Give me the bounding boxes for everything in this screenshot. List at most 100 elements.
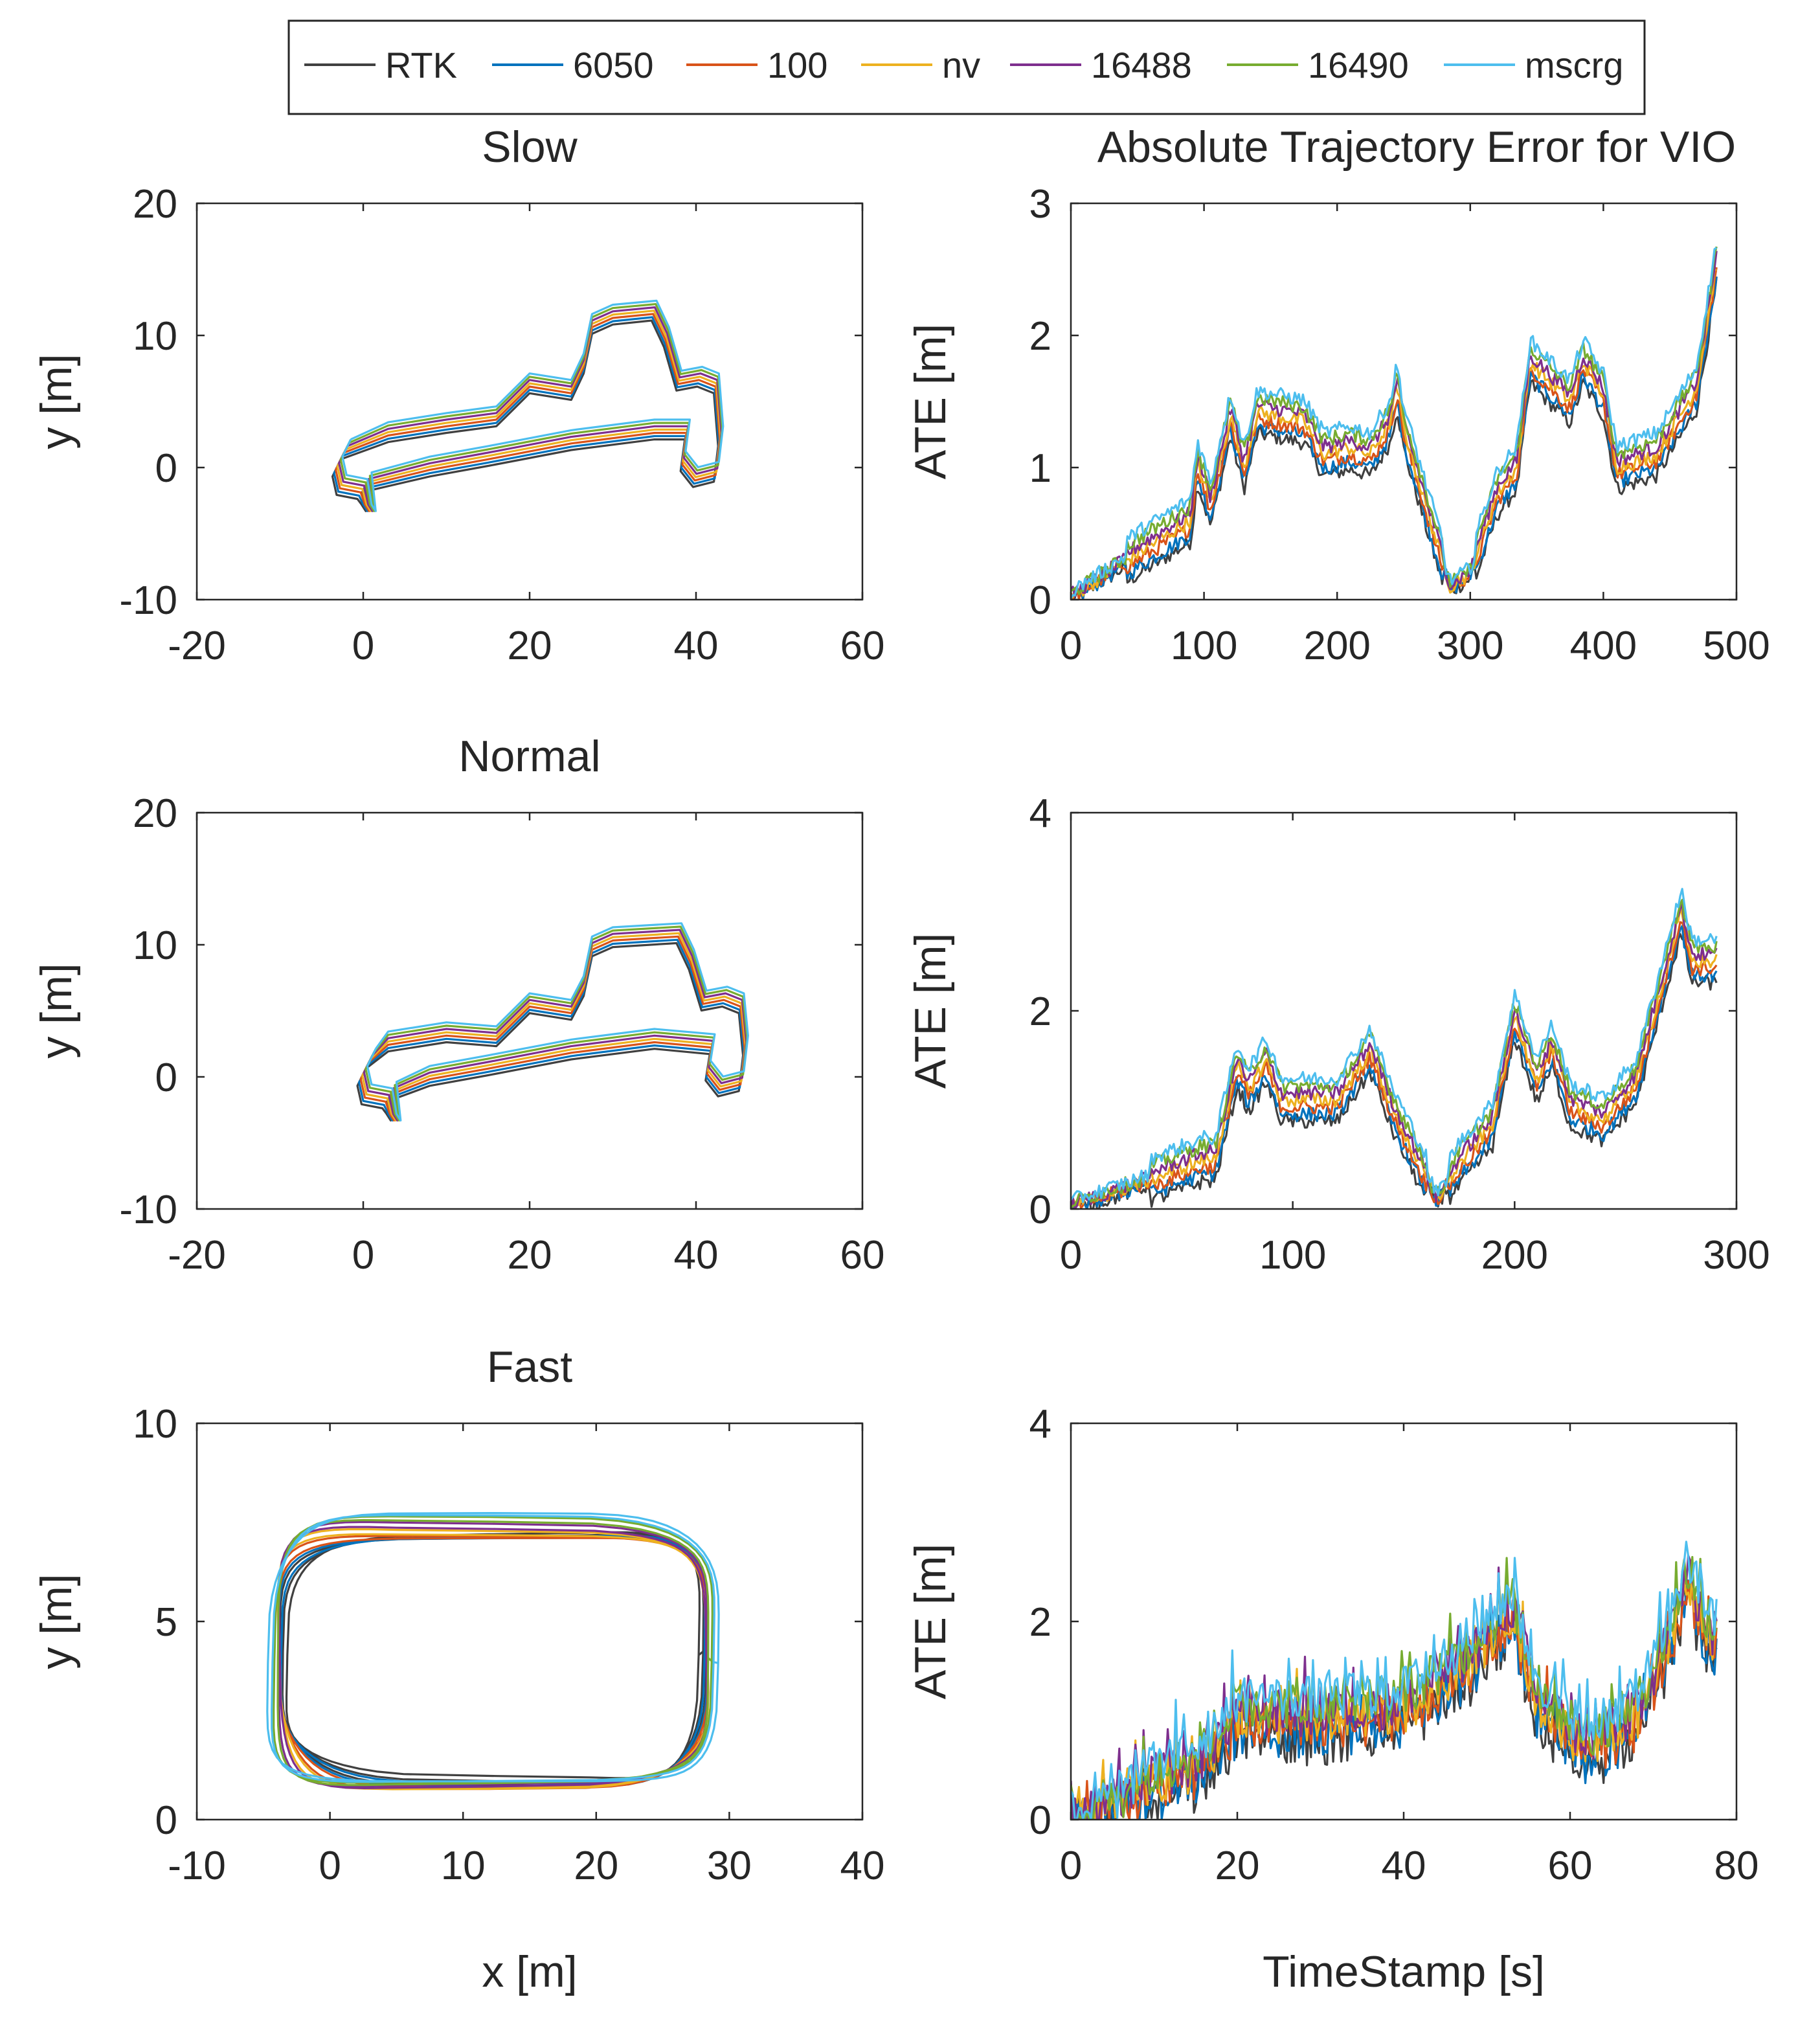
y-axis-label: ATE [m] xyxy=(906,324,955,480)
x-tick-label: 100 xyxy=(1171,624,1237,668)
x-tick-label: 0 xyxy=(1060,1844,1082,1888)
x-tick-label: -20 xyxy=(168,1233,226,1278)
series-group xyxy=(331,299,725,512)
x-axis-label: x [m] xyxy=(482,1947,577,1996)
series-line-mscrg xyxy=(366,922,749,1122)
series-line-rtk xyxy=(278,1531,708,1787)
x-tick-label: 100 xyxy=(1259,1233,1326,1278)
x-tick-label: -10 xyxy=(168,1844,226,1888)
series-group xyxy=(1071,246,1718,600)
x-tick-label: 60 xyxy=(840,624,885,668)
x-tick-label: 0 xyxy=(352,624,374,668)
x-tick-label: 40 xyxy=(1382,1844,1426,1888)
y-tick-label: 1 xyxy=(1029,446,1051,491)
y-tick-label: 0 xyxy=(155,1056,177,1100)
x-tick-label: 0 xyxy=(352,1233,374,1278)
x-tick-label: -20 xyxy=(168,624,226,668)
y-tick-label: 10 xyxy=(133,314,177,359)
series-line-100 xyxy=(276,1535,710,1790)
y-tick-label: 20 xyxy=(133,182,177,227)
y-tick-label: 10 xyxy=(133,923,177,968)
y-axis-label: y [m] xyxy=(32,354,81,449)
x-tick-label: 10 xyxy=(441,1844,486,1888)
x-tick-label: 0 xyxy=(319,1844,341,1888)
x-tick-label: 40 xyxy=(674,1233,719,1278)
x-tick-label: 20 xyxy=(1215,1844,1260,1888)
x-tick-label: 300 xyxy=(1703,1233,1769,1278)
x-tick-label: 60 xyxy=(1548,1844,1593,1888)
y-axis-label: y [m] xyxy=(32,963,81,1058)
y-tick-label: -10 xyxy=(119,1188,177,1232)
y-axis-label: ATE [m] xyxy=(906,933,955,1089)
series-line-6050 xyxy=(1071,276,1718,600)
x-tick-label: 0 xyxy=(1060,624,1082,668)
axes-box xyxy=(196,1422,864,1821)
panel-fast-ate: 0 20 40 60 80 0 2 4 ATE [m] TimeStamp [s] xyxy=(906,1402,1758,1996)
series-line-rtk xyxy=(1071,932,1718,1209)
series-line-16490 xyxy=(273,1515,713,1787)
y-tick-label: -10 xyxy=(119,578,177,623)
legend-label-mscrg: mscrg xyxy=(1525,45,1623,85)
y-tick-label: 4 xyxy=(1029,791,1051,836)
series-line-100 xyxy=(1071,921,1718,1209)
legend: RTK 6050 100 nv 16488 16490 mscrg xyxy=(287,19,1646,115)
panel-title: Slow xyxy=(482,122,578,172)
series-line-mscrg xyxy=(341,299,725,512)
axes-box xyxy=(1070,202,1738,601)
series-line-16488 xyxy=(1071,903,1718,1209)
x-tick-label: 30 xyxy=(707,1844,752,1888)
y-tick-label: 2 xyxy=(1029,1600,1051,1645)
series-group xyxy=(266,1512,720,1790)
x-tick-label: 400 xyxy=(1570,624,1637,668)
series-line-100 xyxy=(1071,267,1718,600)
legend-label-16490: 16490 xyxy=(1308,45,1409,85)
series-line-16488 xyxy=(278,1520,708,1789)
legend-box xyxy=(287,19,1646,115)
series-line-6050 xyxy=(278,1534,708,1789)
panel-normal-trajectory: -20 0 20 40 60 -10 0 10 20 Normal y [m] xyxy=(32,732,884,1278)
series-line-6050 xyxy=(1071,925,1718,1209)
series-line-nv xyxy=(276,1528,710,1790)
legend-label-nv: nv xyxy=(942,45,980,85)
x-tick-label: 20 xyxy=(508,624,552,668)
x-tick-label: 40 xyxy=(674,624,719,668)
series-line-mscrg xyxy=(1071,247,1718,600)
x-tick-label: 20 xyxy=(508,1233,552,1278)
y-tick-label: 3 xyxy=(1029,182,1051,227)
y-tick-label: 20 xyxy=(133,791,177,836)
x-tick-label: 20 xyxy=(574,1844,618,1888)
series-group xyxy=(1071,888,1718,1209)
panel-title: Absolute Trajectory Error for VIO xyxy=(1097,122,1736,172)
y-tick-label: 0 xyxy=(155,446,177,491)
y-tick-label: 0 xyxy=(1029,578,1051,623)
x-tick-label: 40 xyxy=(840,1844,885,1888)
series-group xyxy=(356,922,749,1122)
legend-label-6050: 6050 xyxy=(573,45,654,85)
series-line-16488 xyxy=(1071,251,1718,598)
x-tick-label: 60 xyxy=(840,1233,885,1278)
legend-label-16488: 16488 xyxy=(1091,45,1192,85)
series-line-mscrg xyxy=(1071,1541,1718,1820)
panel-title: Normal xyxy=(458,732,600,781)
y-tick-label: 0 xyxy=(155,1798,177,1843)
x-tick-label: 0 xyxy=(1060,1233,1082,1278)
panel-title: Fast xyxy=(487,1342,572,1392)
y-axis-label: ATE [m] xyxy=(906,1544,955,1700)
y-tick-label: 2 xyxy=(1029,314,1051,359)
x-tick-label: 200 xyxy=(1303,624,1370,668)
legend-label-rtk: RTK xyxy=(385,45,457,85)
x-tick-label: 200 xyxy=(1481,1233,1548,1278)
series-line-mscrg xyxy=(266,1512,720,1783)
x-tick-label: 80 xyxy=(1714,1844,1759,1888)
x-axis-label: TimeStamp [s] xyxy=(1263,1947,1545,1996)
y-tick-label: 10 xyxy=(133,1402,177,1447)
y-axis-label: y [m] xyxy=(32,1574,81,1669)
y-tick-label: 0 xyxy=(1029,1798,1051,1843)
panel-normal-ate: 0 100 200 300 0 2 4 ATE [m] xyxy=(906,791,1770,1278)
panel-slow-ate: 0 100 200 300 400 500 0 1 2 3 Absolute Trajectory … xyxy=(906,122,1770,668)
series-line-6050 xyxy=(333,316,720,512)
x-tick-label: 300 xyxy=(1437,624,1503,668)
